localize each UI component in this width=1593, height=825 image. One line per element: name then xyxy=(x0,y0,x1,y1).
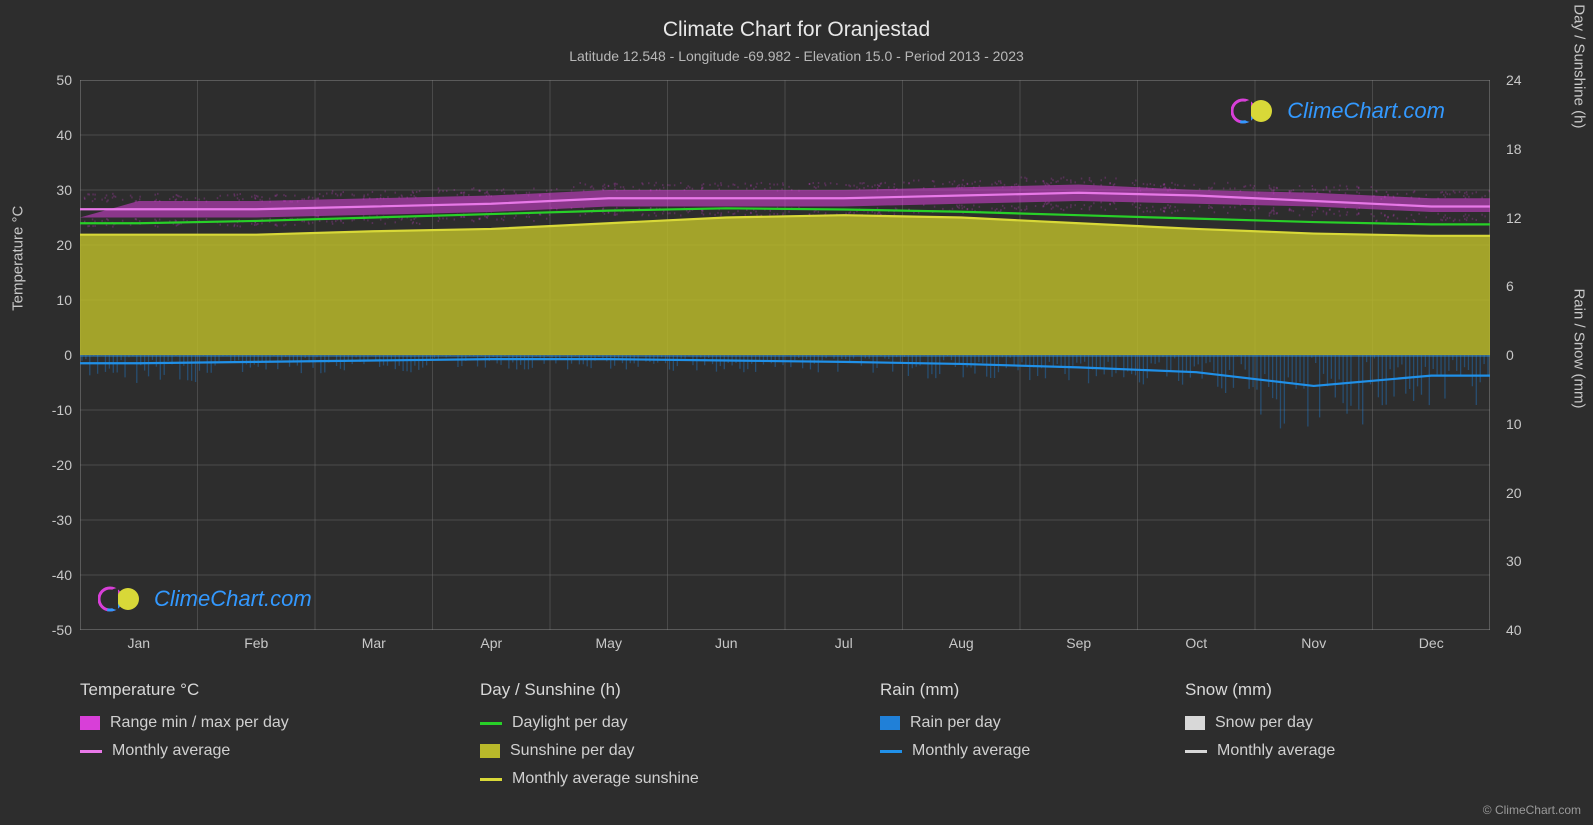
legend-group-title: Snow (mm) xyxy=(1185,680,1470,700)
watermark-bottom: ClimeChart.com xyxy=(98,584,312,614)
x-tick: May xyxy=(596,635,622,651)
chart-subtitle: Latitude 12.548 - Longitude -69.982 - El… xyxy=(0,42,1593,64)
legend-line-icon xyxy=(1185,750,1207,753)
watermark-logo-icon xyxy=(98,584,146,614)
y-tick-left: 0 xyxy=(64,347,72,363)
x-tick: Apr xyxy=(480,635,502,651)
legend-group-title: Temperature °C xyxy=(80,680,460,700)
legend-swatch-icon xyxy=(80,716,100,730)
y-tick-left: -50 xyxy=(52,622,72,638)
legend-swatch-icon xyxy=(480,744,500,758)
legend-group: Snow (mm) Snow per day Monthly average xyxy=(1185,680,1490,798)
x-tick: Jul xyxy=(835,635,853,651)
legend-line-icon xyxy=(80,750,102,753)
y-tick-right-top: 6 xyxy=(1506,278,1514,294)
y-axis-left: 50403020100-10-20-30-40-50 xyxy=(0,80,80,630)
x-tick: Nov xyxy=(1301,635,1326,651)
legend-item: Snow per day xyxy=(1185,714,1470,732)
y-tick-left: -10 xyxy=(52,402,72,418)
legend-item-label: Monthly average sunshine xyxy=(512,770,699,788)
y-tick-right-bottom: 10 xyxy=(1506,416,1522,432)
y-tick-right-top: 24 xyxy=(1506,72,1522,88)
y-axis-right-label-top: Day / Sunshine (h) xyxy=(1571,4,1588,128)
watermark-text: ClimeChart.com xyxy=(154,586,312,612)
climate-chart: Climate Chart for Oranjestad Latitude 12… xyxy=(0,0,1593,825)
y-tick-left: 30 xyxy=(56,182,72,198)
legend-item-label: Monthly average xyxy=(1217,742,1335,760)
y-tick-left: 20 xyxy=(56,237,72,253)
watermark-top: ClimeChart.com xyxy=(1231,96,1445,126)
legend-item: Daylight per day xyxy=(480,714,860,732)
y-tick-left: -30 xyxy=(52,512,72,528)
y-tick-left: -20 xyxy=(52,457,72,473)
y-tick-right-bottom: 40 xyxy=(1506,622,1522,638)
x-tick: Aug xyxy=(949,635,974,651)
legend-swatch-icon xyxy=(1185,716,1205,730)
legend-line-icon xyxy=(880,750,902,753)
plot-area: ClimeChart.com ClimeChart.com xyxy=(80,80,1490,630)
y-tick-left: 40 xyxy=(56,127,72,143)
legend-item: Monthly average sunshine xyxy=(480,770,860,788)
legend: Temperature °C Range min / max per day Mon… xyxy=(80,680,1490,798)
legend-item-label: Daylight per day xyxy=(512,714,628,732)
y-tick-right-top: 0 xyxy=(1506,347,1514,363)
x-tick: Dec xyxy=(1419,635,1444,651)
legend-item: Monthly average xyxy=(1185,742,1470,760)
legend-item: Monthly average xyxy=(880,742,1165,760)
y-axis-right-label-bottom: Rain / Snow (mm) xyxy=(1571,288,1588,408)
chart-title: Climate Chart for Oranjestad xyxy=(0,0,1593,42)
legend-item-label: Rain per day xyxy=(910,714,1001,732)
legend-item: Monthly average xyxy=(80,742,460,760)
legend-swatch-icon xyxy=(880,716,900,730)
legend-item-label: Sunshine per day xyxy=(510,742,635,760)
plot-svg xyxy=(80,80,1490,630)
legend-item: Range min / max per day xyxy=(80,714,460,732)
legend-group: Rain (mm) Rain per day Monthly average xyxy=(880,680,1185,798)
legend-group-title: Day / Sunshine (h) xyxy=(480,680,860,700)
legend-item: Sunshine per day xyxy=(480,742,860,760)
x-tick: Feb xyxy=(244,635,268,651)
x-tick: Jun xyxy=(715,635,738,651)
legend-item: Rain per day xyxy=(880,714,1165,732)
legend-line-icon xyxy=(480,778,502,781)
watermark-text: ClimeChart.com xyxy=(1287,98,1445,124)
legend-group-title: Rain (mm) xyxy=(880,680,1165,700)
y-tick-left: 10 xyxy=(56,292,72,308)
legend-item-label: Monthly average xyxy=(912,742,1030,760)
x-tick: Mar xyxy=(362,635,386,651)
legend-item-label: Monthly average xyxy=(112,742,230,760)
y-axis-left-label: Temperature °C xyxy=(10,206,27,311)
x-tick: Sep xyxy=(1066,635,1091,651)
y-tick-left: 50 xyxy=(56,72,72,88)
y-tick-right-bottom: 30 xyxy=(1506,553,1522,569)
x-axis: Jan Feb Mar Apr May Jun Jul Aug Sep Oct Nov Dec xyxy=(80,630,1490,660)
y-tick-right-top: 12 xyxy=(1506,210,1522,226)
x-tick: Jan xyxy=(127,635,150,651)
y-tick-right-top: 18 xyxy=(1506,141,1522,157)
legend-group: Temperature °C Range min / max per day Mon… xyxy=(80,680,480,798)
legend-item-label: Range min / max per day xyxy=(110,714,289,732)
legend-line-icon xyxy=(480,722,502,725)
watermark-logo-icon xyxy=(1231,96,1279,126)
copyright-text: © ClimeChart.com xyxy=(1483,803,1581,817)
x-tick: Oct xyxy=(1185,635,1207,651)
y-tick-left: -40 xyxy=(52,567,72,583)
legend-group: Day / Sunshine (h) Daylight per day Sunshi… xyxy=(480,680,880,798)
legend-item-label: Snow per day xyxy=(1215,714,1313,732)
y-tick-right-bottom: 20 xyxy=(1506,485,1522,501)
